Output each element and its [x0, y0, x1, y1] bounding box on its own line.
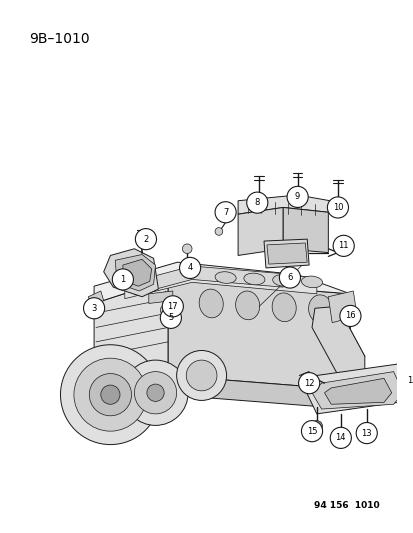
Circle shape [60, 345, 160, 445]
Polygon shape [88, 291, 103, 306]
Text: 8: 8 [254, 198, 259, 207]
Circle shape [112, 269, 133, 290]
Circle shape [160, 305, 169, 315]
Circle shape [83, 298, 104, 319]
Polygon shape [148, 291, 172, 303]
Polygon shape [282, 207, 328, 253]
Polygon shape [103, 249, 158, 297]
Polygon shape [266, 243, 306, 264]
Polygon shape [124, 268, 316, 298]
Polygon shape [324, 378, 391, 404]
Circle shape [301, 421, 322, 442]
Circle shape [160, 308, 181, 328]
Ellipse shape [301, 276, 322, 288]
Polygon shape [168, 279, 349, 390]
Circle shape [246, 192, 267, 213]
Text: 94 156  1010: 94 156 1010 [313, 501, 378, 510]
Circle shape [298, 373, 319, 394]
Text: 3: 3 [91, 304, 97, 313]
Polygon shape [311, 306, 364, 380]
Circle shape [334, 427, 346, 439]
Ellipse shape [199, 289, 223, 318]
Circle shape [401, 370, 413, 391]
Text: 15: 15 [306, 426, 316, 435]
Polygon shape [134, 266, 282, 295]
Circle shape [360, 423, 372, 434]
Polygon shape [237, 195, 340, 214]
Circle shape [310, 421, 322, 432]
Circle shape [330, 427, 351, 448]
Polygon shape [115, 254, 155, 291]
Polygon shape [328, 291, 356, 322]
Circle shape [123, 360, 188, 425]
Text: 4: 4 [187, 263, 192, 272]
Ellipse shape [271, 293, 296, 321]
Polygon shape [94, 262, 349, 303]
Circle shape [279, 267, 300, 288]
Circle shape [147, 384, 164, 401]
Text: 9: 9 [294, 192, 299, 201]
Text: 10: 10 [332, 203, 342, 212]
Circle shape [135, 229, 156, 249]
Circle shape [182, 244, 192, 254]
Circle shape [214, 228, 222, 235]
Ellipse shape [272, 274, 293, 286]
Polygon shape [304, 364, 410, 414]
Text: 12: 12 [303, 378, 313, 387]
Circle shape [339, 305, 360, 327]
Circle shape [327, 197, 348, 218]
Circle shape [179, 257, 200, 279]
Circle shape [134, 372, 176, 414]
Polygon shape [94, 375, 349, 418]
Polygon shape [237, 207, 282, 255]
Circle shape [332, 235, 354, 256]
Text: 1: 1 [120, 275, 125, 284]
Text: 14: 14 [335, 433, 345, 442]
Text: 16: 16 [344, 311, 355, 320]
Circle shape [100, 385, 120, 404]
Text: 9B–1010: 9B–1010 [29, 32, 89, 46]
Circle shape [286, 187, 307, 207]
Ellipse shape [215, 272, 235, 284]
Ellipse shape [243, 273, 264, 285]
Circle shape [162, 296, 183, 317]
Text: 12: 12 [406, 376, 413, 385]
Text: 13: 13 [361, 429, 371, 438]
Circle shape [89, 374, 131, 416]
Text: 11: 11 [338, 241, 348, 251]
Text: 2: 2 [143, 235, 148, 244]
Ellipse shape [308, 295, 332, 324]
Text: 5: 5 [168, 313, 173, 322]
Polygon shape [123, 259, 151, 286]
Circle shape [214, 201, 235, 223]
Polygon shape [311, 372, 402, 409]
Text: 7: 7 [222, 208, 228, 217]
Circle shape [74, 358, 147, 431]
Polygon shape [263, 239, 309, 268]
Text: 17: 17 [167, 302, 178, 311]
Ellipse shape [235, 291, 259, 320]
Polygon shape [94, 279, 168, 399]
Circle shape [186, 360, 216, 391]
Text: 6: 6 [287, 273, 292, 282]
Circle shape [355, 423, 376, 443]
Circle shape [176, 351, 226, 400]
